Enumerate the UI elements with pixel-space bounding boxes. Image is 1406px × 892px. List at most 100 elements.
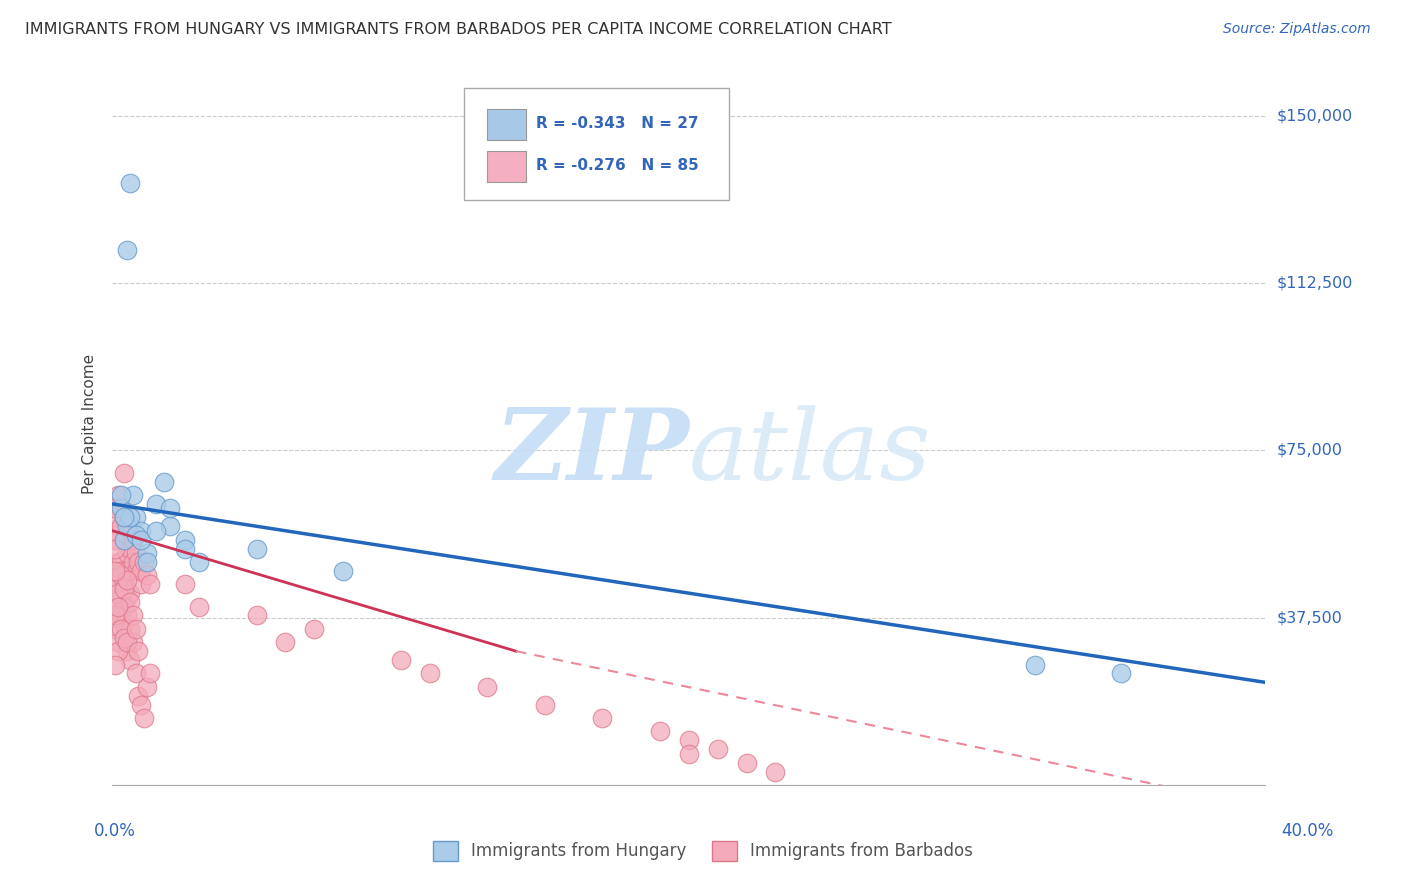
Point [112,466,135,480]
Text: atlas: atlas [689,405,932,500]
Point [110,622,132,636]
Point [115,546,138,560]
Text: 40.0%: 40.0% [1281,822,1334,840]
Point [110,555,132,569]
Point [332,564,354,578]
Point [129,524,153,538]
Point [112,533,135,547]
Point [107,555,129,569]
Point [136,546,159,560]
Point [246,608,269,623]
Point [112,533,135,547]
Point [139,666,162,681]
Point [650,724,672,739]
Point [118,541,141,556]
Point [115,608,138,623]
Point [110,519,132,533]
Point [136,680,159,694]
Point [115,644,138,658]
Legend: Immigrants from Hungary, Immigrants from Barbados: Immigrants from Hungary, Immigrants from… [426,834,980,868]
Point [127,689,149,703]
Point [735,756,758,770]
Point [115,243,138,257]
Point [104,657,127,672]
Point [707,742,730,756]
Point [159,501,181,516]
Point [678,747,700,761]
Point [173,577,195,591]
Text: $37,500: $37,500 [1277,610,1343,625]
Point [124,546,146,560]
Point [173,533,195,547]
Point [112,510,135,524]
Text: $150,000: $150,000 [1277,109,1353,123]
Point [115,591,138,605]
Text: ZIP: ZIP [494,404,689,500]
Point [104,564,127,578]
Point [145,497,167,511]
Point [118,586,141,600]
Point [107,635,129,649]
Point [765,764,787,779]
Point [389,653,412,667]
Point [115,564,138,578]
Point [110,488,132,502]
Point [107,533,129,547]
Point [118,595,141,609]
Point [134,555,156,569]
Text: R = -0.343   N = 27: R = -0.343 N = 27 [536,116,699,131]
Text: R = -0.276   N = 85: R = -0.276 N = 85 [536,158,699,173]
Point [110,564,132,578]
Point [124,622,146,636]
Point [534,698,557,712]
Point [127,644,149,658]
Point [104,622,127,636]
Point [1024,657,1046,672]
Y-axis label: Per Capita Income: Per Capita Income [82,353,97,494]
FancyBboxPatch shape [488,152,526,182]
Point [112,631,135,645]
Text: 0.0%: 0.0% [94,822,136,840]
Point [110,501,132,516]
Point [419,666,441,681]
Point [110,568,132,582]
Point [129,698,153,712]
Point [115,573,138,587]
Point [124,528,146,542]
Point [118,622,141,636]
FancyBboxPatch shape [464,87,730,200]
Point [104,577,127,591]
Point [107,599,129,614]
Point [107,608,129,623]
Point [124,564,146,578]
Point [104,608,127,623]
Point [107,488,129,502]
Point [104,510,127,524]
Point [115,635,138,649]
Point [110,608,132,623]
Point [110,591,132,605]
Point [118,653,141,667]
Point [104,524,127,538]
Point [129,533,153,547]
Point [104,599,127,614]
Point [121,488,143,502]
Point [274,635,297,649]
Point [121,555,143,569]
Text: Source: ZipAtlas.com: Source: ZipAtlas.com [1223,22,1371,37]
Point [112,510,135,524]
Point [115,519,138,533]
Point [136,568,159,582]
Point [118,519,141,533]
Point [246,541,269,556]
FancyBboxPatch shape [488,110,526,140]
Point [104,501,127,516]
Point [112,599,135,614]
Text: IMMIGRANTS FROM HUNGARY VS IMMIGRANTS FROM BARBADOS PER CAPITA INCOME CORRELATIO: IMMIGRANTS FROM HUNGARY VS IMMIGRANTS FR… [25,22,891,37]
Point [112,617,135,632]
Point [188,599,211,614]
Point [124,666,146,681]
Point [153,475,176,489]
Point [1111,666,1133,681]
Point [107,644,129,658]
